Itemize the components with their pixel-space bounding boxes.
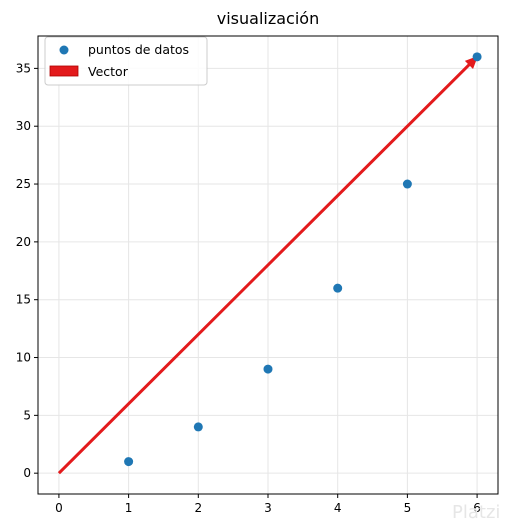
legend: puntos de datos Vector (44, 36, 208, 86)
data-point (263, 364, 273, 374)
data-point (472, 52, 482, 62)
x-tick-label: 0 (55, 501, 63, 515)
x-tick-label: 5 (404, 501, 412, 515)
y-axis-ticks: 0 5 10 15 20 25 30 35 (16, 61, 38, 480)
x-tick-label: 4 (334, 501, 342, 515)
platzi-watermark: Platzi (452, 502, 500, 523)
x-tick-label: 1 (125, 501, 133, 515)
y-tick-label: 35 (16, 61, 31, 75)
legend-marker-vector (49, 65, 79, 77)
y-tick-label: 5 (23, 408, 31, 422)
x-tick-label: 6 (473, 501, 481, 515)
y-tick-label: 10 (16, 351, 31, 365)
data-points (124, 52, 482, 467)
x-tick-label: 3 (264, 501, 272, 515)
y-tick-label: 30 (16, 119, 31, 133)
data-point (402, 179, 412, 189)
legend-marker-points (59, 45, 69, 55)
data-point (333, 283, 343, 293)
y-tick-label: 0 (23, 466, 31, 480)
x-axis-ticks: 0 1 2 3 4 5 6 (55, 494, 481, 515)
legend-box (44, 36, 208, 86)
grid (38, 36, 498, 494)
legend-label-points: puntos de datos (88, 42, 189, 57)
legend-label-vector: Vector (88, 64, 129, 79)
y-tick-label: 20 (16, 235, 31, 249)
chart-title: visualización (217, 9, 319, 28)
y-tick-label: 25 (16, 177, 31, 191)
data-point (193, 422, 203, 432)
data-point (124, 457, 134, 467)
x-tick-label: 2 (194, 501, 202, 515)
y-tick-label: 15 (16, 293, 31, 307)
vector-arrow-shaft (57, 63, 471, 475)
